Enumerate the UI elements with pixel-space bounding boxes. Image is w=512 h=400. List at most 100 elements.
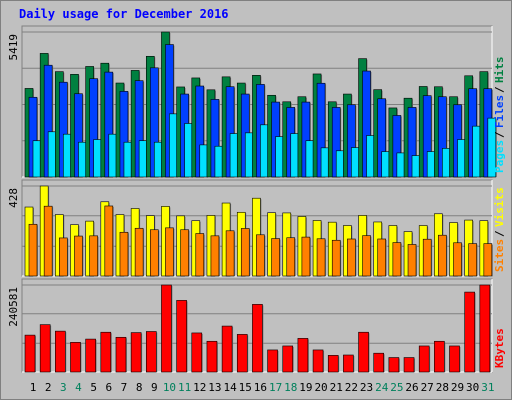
bar-pages-day-14 xyxy=(229,133,239,178)
bar-pages-day-1 xyxy=(32,140,42,178)
bar-pages-day-22 xyxy=(351,147,360,178)
bar-pages-day-9 xyxy=(153,141,163,178)
legend-item-hits: Hits xyxy=(493,57,506,84)
day-label-15: 15 xyxy=(239,381,252,394)
bar-pages-day-4 xyxy=(78,141,87,178)
bar-sites-day-25 xyxy=(392,242,402,277)
day-label-26: 26 xyxy=(405,381,418,394)
bar-sites-day-10 xyxy=(165,227,174,277)
bar-kbytes-day-8 xyxy=(130,332,142,373)
day-label-7: 7 xyxy=(121,381,128,394)
day-label-21: 21 xyxy=(330,381,343,394)
bar-sites-day-22 xyxy=(347,238,356,277)
bar-kbytes-day-27 xyxy=(418,345,430,373)
bar-sites-day-31 xyxy=(483,243,493,277)
axis-max-label: 428 xyxy=(7,188,20,208)
bar-kbytes-day-28 xyxy=(434,340,445,373)
bar-sites-day-18 xyxy=(286,237,296,277)
day-label-16: 16 xyxy=(254,381,267,394)
bar-sites-day-24 xyxy=(377,238,387,277)
day-label-12: 12 xyxy=(193,381,206,394)
bar-pages-day-18 xyxy=(290,133,300,178)
bar-sites-day-19 xyxy=(301,236,311,277)
bar-pages-day-29 xyxy=(457,139,466,178)
day-label-30: 30 xyxy=(466,381,479,394)
bar-pages-day-8 xyxy=(138,140,148,178)
day-label-11: 11 xyxy=(178,381,191,394)
bar-sites-day-28 xyxy=(438,234,447,277)
bar-pages-day-26 xyxy=(411,155,421,178)
day-label-8: 8 xyxy=(136,381,143,394)
bar-kbytes-day-14 xyxy=(221,325,233,373)
day-label-20: 20 xyxy=(314,381,327,394)
bar-sites-day-30 xyxy=(468,243,477,277)
day-label-3: 3 xyxy=(60,381,67,394)
bar-kbytes-day-15 xyxy=(236,334,248,373)
bar-kbytes-day-2 xyxy=(39,324,51,373)
bar-kbytes-day-24 xyxy=(373,352,385,373)
bar-pages-day-28 xyxy=(442,148,451,178)
day-label-22: 22 xyxy=(345,381,358,394)
bar-pages-day-2 xyxy=(47,131,57,178)
day-label-6: 6 xyxy=(105,381,112,394)
bar-sites-day-2 xyxy=(43,205,53,277)
day-label-23: 23 xyxy=(360,381,373,394)
day-label-13: 13 xyxy=(208,381,221,394)
bar-sites-day-9 xyxy=(149,229,159,277)
bar-sites-day-12 xyxy=(195,233,205,277)
day-label-4: 4 xyxy=(75,381,82,394)
day-label-1: 1 xyxy=(30,381,37,394)
bar-kbytes-day-19 xyxy=(297,338,309,373)
bar-kbytes-day-21 xyxy=(327,355,339,373)
bar-kbytes-day-11 xyxy=(176,300,187,373)
legend-separator: / xyxy=(493,86,506,93)
bar-pages-day-13 xyxy=(214,145,224,178)
bar-sites-day-20 xyxy=(316,238,326,277)
bar-kbytes-day-7 xyxy=(115,336,127,373)
axis-labels: 5419 428 240581 xyxy=(7,34,20,327)
axis-max-label: 5419 xyxy=(7,34,20,61)
bar-pages-day-15 xyxy=(244,132,254,178)
day-labels: 1 2 3 4 5 6 7 8 9 10 11 12 13 14 15 16 17 18 19 20 21 22 23 24 2… xyxy=(30,381,495,394)
bar-kbytes-day-25 xyxy=(388,357,400,373)
bar-sites-day-23 xyxy=(362,235,371,277)
legend-item-sites: Sites xyxy=(493,239,506,272)
bar-sites-day-4 xyxy=(74,235,83,277)
bar-sites-day-8 xyxy=(134,227,144,277)
bar-kbytes-day-13 xyxy=(206,340,218,373)
legend-separator: / xyxy=(493,131,506,138)
bar-pages-day-10 xyxy=(169,113,178,178)
legend-separator: / xyxy=(493,230,506,237)
bar-pages-day-16 xyxy=(260,124,269,178)
bar-pages-day-25 xyxy=(396,152,406,178)
bar-pages-day-6 xyxy=(108,133,118,178)
day-label-14: 14 xyxy=(223,381,237,394)
axis-max-label: 240581 xyxy=(7,287,20,327)
bar-sites-day-1 xyxy=(28,223,38,277)
day-label-17: 17 xyxy=(269,381,282,394)
bar-pages-day-3 xyxy=(63,133,72,178)
bar-pages-day-17 xyxy=(275,136,284,178)
bar-pages-day-19 xyxy=(305,140,315,178)
bar-pages-day-27 xyxy=(426,151,436,178)
bar-sites-day-21 xyxy=(331,239,341,277)
bar-sites-day-14 xyxy=(225,230,235,277)
legend-item-pages: Pages xyxy=(493,140,506,173)
chart-title: Daily usage for December 2016 xyxy=(19,7,229,21)
bar-sites-day-6 xyxy=(104,205,114,277)
bar-sites-day-26 xyxy=(407,244,417,277)
bar-kbytes-day-30 xyxy=(464,291,475,373)
bar-kbytes-day-26 xyxy=(403,357,415,373)
day-label-25: 25 xyxy=(390,381,403,394)
bar-sites-day-27 xyxy=(422,238,432,277)
bar-pages-day-12 xyxy=(199,144,209,178)
legend-item-visits: Visits xyxy=(493,187,506,227)
legend-item-files: Files xyxy=(493,95,506,128)
bar-kbytes-day-5 xyxy=(85,338,96,373)
bar-sites-day-16 xyxy=(256,234,265,277)
bar-kbytes-day-1 xyxy=(24,334,36,373)
bar-kbytes-day-18 xyxy=(282,345,294,373)
bar-kbytes-day-10 xyxy=(161,284,172,373)
day-label-27: 27 xyxy=(421,381,434,394)
